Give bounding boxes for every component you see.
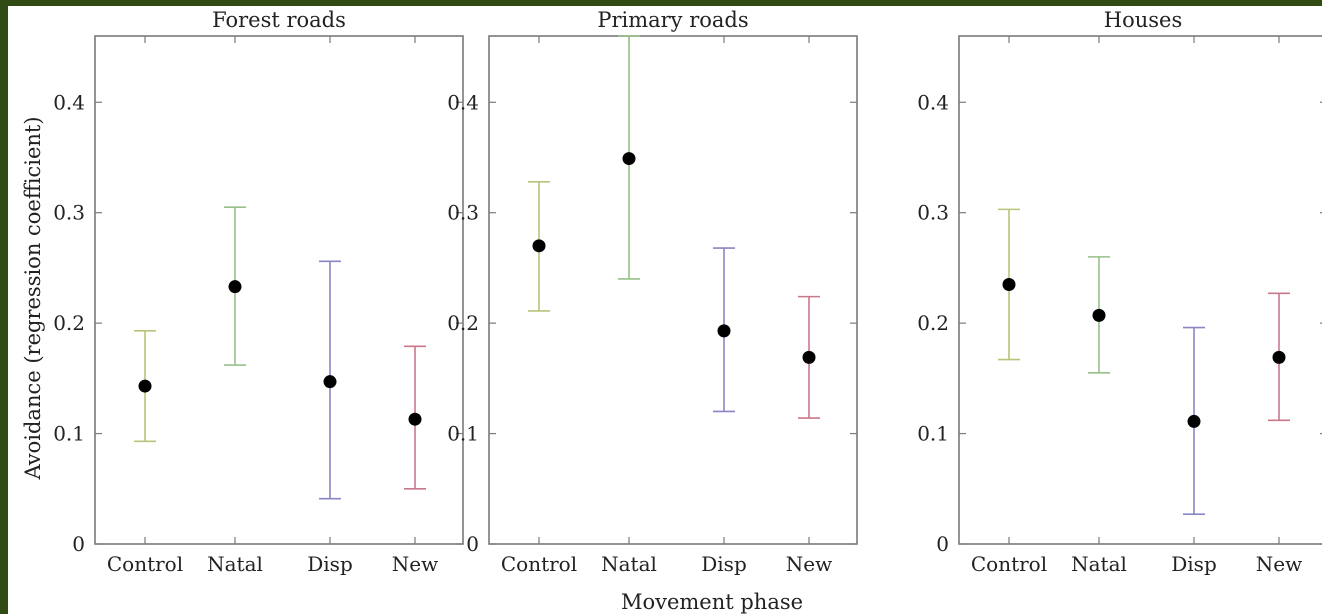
data-point — [532, 239, 546, 253]
panel-title: Forest roads — [212, 8, 346, 32]
data-point — [717, 324, 731, 338]
data-point — [1092, 308, 1106, 322]
x-tick-label: New — [1256, 552, 1302, 576]
y-tick-label: 0.3 — [917, 201, 949, 225]
x-tick-label: Disp — [1171, 552, 1217, 576]
panel-frame — [94, 35, 464, 545]
data-point — [1272, 350, 1286, 364]
panel-2: Primary roads 0 0.1 0.2 0.3 0.4 Control Natal Di… — [447, 8, 858, 576]
y-tick-label: 0 — [466, 532, 479, 556]
y-axis-label: Avoidance (regression coefficient) — [21, 116, 45, 480]
x-tick-label: Disp — [307, 552, 353, 576]
x-tick-label: Disp — [701, 552, 747, 576]
x-tick-label: Control — [971, 552, 1047, 576]
data-point — [1002, 277, 1016, 291]
y-tick-label: 0 — [72, 532, 85, 556]
y-tick-label: 0.4 — [53, 90, 85, 114]
data-point — [1187, 414, 1201, 428]
y-tick-label: 0.1 — [917, 422, 949, 446]
data-point — [802, 350, 816, 364]
data-point — [323, 375, 337, 389]
data-point — [408, 412, 422, 426]
panel-3: Houses 0 0.1 0.2 0.3 0.4 Control Natal Disp New — [917, 8, 1322, 576]
x-tick-label: Natal — [601, 552, 657, 576]
y-tick-label: 0.4 — [447, 90, 479, 114]
y-tick-label: 0.2 — [447, 311, 479, 335]
panels-group: Forest roads 0 0.1 0.2 0.3 0.4 Control Natal Dis… — [53, 8, 1322, 576]
panel-1: Forest roads 0 0.1 0.2 0.3 0.4 Control Natal Dis… — [53, 8, 464, 576]
x-tick-label: Control — [107, 552, 183, 576]
y-tick-label: 0.3 — [447, 201, 479, 225]
x-tick-label: Natal — [1071, 552, 1127, 576]
y-tick-label: 0 — [936, 532, 949, 556]
y-tick-label: 0.2 — [53, 311, 85, 335]
panel-frame — [488, 35, 858, 545]
y-tick-label: 0.4 — [917, 90, 949, 114]
x-tick-label: Control — [501, 552, 577, 576]
x-tick-label: New — [392, 552, 438, 576]
y-tick-label: 0.1 — [53, 422, 85, 446]
panel-title: Houses — [1104, 8, 1182, 32]
chart-figure: Avoidance (regression coefficient) Movem… — [8, 6, 1322, 614]
y-tick-label: 0.3 — [53, 201, 85, 225]
chart-svg: Avoidance (regression coefficient) Movem… — [21, 8, 1322, 614]
data-point — [622, 152, 636, 166]
x-tick-label: New — [786, 552, 832, 576]
data-point — [228, 280, 242, 294]
x-tick-label: Natal — [207, 552, 263, 576]
data-point — [138, 379, 152, 393]
panel-title: Primary roads — [597, 8, 748, 32]
x-axis-label: Movement phase — [621, 590, 803, 614]
y-tick-label: 0.1 — [447, 422, 479, 446]
y-tick-label: 0.2 — [917, 311, 949, 335]
panel-frame — [958, 35, 1322, 545]
